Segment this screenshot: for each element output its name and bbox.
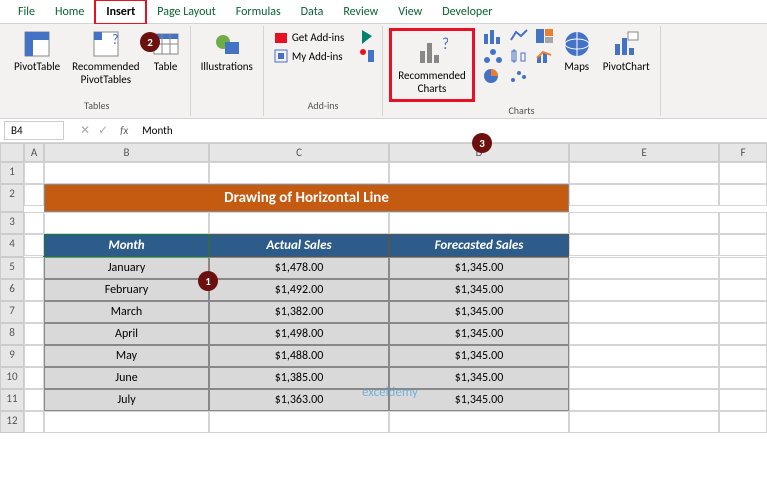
recommended-charts-button[interactable]: ? Recommended Charts (389, 28, 474, 102)
svg-text:?: ? (442, 35, 448, 54)
tab-insert[interactable]: Insert (94, 0, 147, 25)
table-cell[interactable]: $1,345.00 (389, 323, 569, 345)
row-header[interactable]: 8 (0, 323, 24, 345)
table-cell[interactable]: February (44, 279, 209, 301)
pivottable-button[interactable]: PivotTable (10, 28, 64, 75)
column-chart-icon[interactable] (483, 28, 503, 44)
col-header-a[interactable]: A (24, 143, 44, 162)
scatter-chart-icon[interactable] (509, 68, 529, 84)
row-header[interactable]: 11 (0, 389, 24, 411)
group-label-tables: Tables (84, 97, 109, 114)
table-header[interactable]: Actual Sales (209, 234, 389, 257)
maps-button[interactable]: Maps (559, 28, 595, 75)
badge-3: 3 (472, 133, 492, 153)
ribbon-tabs: File Home Insert Page Layout Formulas Da… (0, 0, 767, 24)
fx-icon[interactable]: fx (120, 124, 128, 137)
group-label-charts: Charts (508, 102, 534, 119)
maps-icon (563, 30, 591, 58)
bing-maps-icon[interactable] (358, 28, 376, 46)
people-graph-icon[interactable] (358, 47, 376, 65)
shapes-icon (213, 30, 241, 58)
row-header[interactable]: 10 (0, 367, 24, 389)
table-cell[interactable]: July (44, 389, 209, 411)
table-cell[interactable]: $1,488.00 (209, 345, 389, 367)
badge-1: 1 (198, 271, 218, 291)
table-cell[interactable]: June (44, 367, 209, 389)
formula-input[interactable]: Month (136, 122, 767, 139)
hierarchy-chart-icon[interactable] (483, 48, 503, 64)
row-header[interactable]: 4 (0, 234, 24, 257)
tab-review[interactable]: Review (333, 1, 388, 23)
name-box[interactable]: B4 (4, 121, 64, 140)
enter-icon[interactable]: ✓ (94, 123, 112, 138)
ribbon: 2 PivotTable ? Recommended PivotTables T… (0, 24, 767, 119)
table-cell[interactable]: January (44, 257, 209, 279)
store-icon (274, 30, 288, 44)
row-header[interactable]: 3 (0, 212, 24, 234)
ribbon-group-illustrations: Illustrations (191, 26, 264, 116)
ribbon-group-tables: PivotTable ? Recommended PivotTables Tab… (4, 26, 191, 116)
row-header[interactable]: 2 (0, 184, 24, 212)
tab-file[interactable]: File (8, 1, 45, 23)
tab-data[interactable]: Data (291, 1, 334, 23)
illustrations-button[interactable]: Illustrations (197, 28, 257, 75)
pivotchart-button[interactable]: PivotChart (599, 28, 654, 75)
badge-2: 2 (140, 32, 160, 52)
table-cell[interactable]: $1,345.00 (389, 389, 569, 411)
col-header-c[interactable]: C (209, 143, 389, 162)
table-cell[interactable]: $1,498.00 (209, 323, 389, 345)
svg-text:?: ? (112, 31, 119, 48)
table-cell[interactable]: $1,345.00 (389, 367, 569, 389)
tab-developer[interactable]: Developer (432, 1, 502, 23)
ribbon-group-addins: Get Add-ins My Add-ins Add-ins (264, 26, 383, 116)
line-chart-icon[interactable] (509, 28, 529, 44)
tab-view[interactable]: View (388, 1, 432, 23)
table-cell[interactable]: April (44, 323, 209, 345)
table-cell[interactable]: May (44, 345, 209, 367)
table-header[interactable]: Month (44, 234, 209, 257)
cancel-icon[interactable]: ✕ (76, 123, 94, 138)
tab-formulas[interactable]: Formulas (226, 1, 291, 23)
row-header[interactable]: 12 (0, 411, 24, 433)
row-header[interactable]: 6 (0, 279, 24, 301)
tab-page-layout[interactable]: Page Layout (147, 1, 225, 23)
ribbon-group-charts: ? Recommended Charts (383, 26, 660, 116)
table-cell[interactable]: $1,345.00 (389, 345, 569, 367)
pivottable-icon (23, 30, 51, 58)
col-header-e[interactable]: E (569, 143, 719, 162)
treemap-icon[interactable] (535, 28, 555, 44)
row-header[interactable]: 7 (0, 301, 24, 323)
table-header[interactable]: Forecasted Sales (389, 234, 569, 257)
my-addins-button[interactable]: My Add-ins (270, 47, 348, 65)
table-cell[interactable]: $1,363.00 (209, 389, 389, 411)
combo-chart-icon[interactable] (535, 48, 555, 64)
formula-bar: B4 ✕ ✓ fx Month (0, 119, 767, 143)
table-cell[interactable]: $1,382.00 (209, 301, 389, 323)
col-header-f[interactable]: F (719, 143, 767, 162)
pivotchart-icon (612, 30, 640, 58)
table-cell[interactable]: $1,478.00 (209, 257, 389, 279)
table-cell[interactable]: $1,492.00 (209, 279, 389, 301)
pie-chart-icon[interactable] (483, 68, 503, 84)
tab-home[interactable]: Home (45, 1, 94, 23)
row-header[interactable]: 1 (0, 162, 24, 184)
table-cell[interactable]: $1,345.00 (389, 301, 569, 323)
recommended-pivottables-button[interactable]: ? Recommended PivotTables (68, 28, 143, 88)
select-all-corner[interactable] (0, 143, 24, 162)
recommended-pivottables-icon: ? (92, 30, 120, 58)
addins-icon (274, 49, 288, 63)
table-cell[interactable]: March (44, 301, 209, 323)
get-addins-button[interactable]: Get Add-ins (270, 28, 348, 46)
row-header[interactable]: 9 (0, 345, 24, 367)
row-header[interactable]: 5 (0, 257, 24, 279)
statistic-chart-icon[interactable] (509, 48, 529, 64)
col-header-b[interactable]: B (44, 143, 209, 162)
spreadsheet-grid: A B C D E F 1 2 Drawing of Horizontal Li… (0, 143, 767, 433)
table-cell[interactable]: $1,345.00 (389, 279, 569, 301)
recommended-charts-icon: ? (416, 35, 448, 67)
table-cell[interactable]: $1,345.00 (389, 257, 569, 279)
group-label-addins: Add-ins (308, 97, 339, 114)
table-cell[interactable]: $1,385.00 (209, 367, 389, 389)
title-cell[interactable]: Drawing of Horizontal Line (44, 184, 569, 212)
